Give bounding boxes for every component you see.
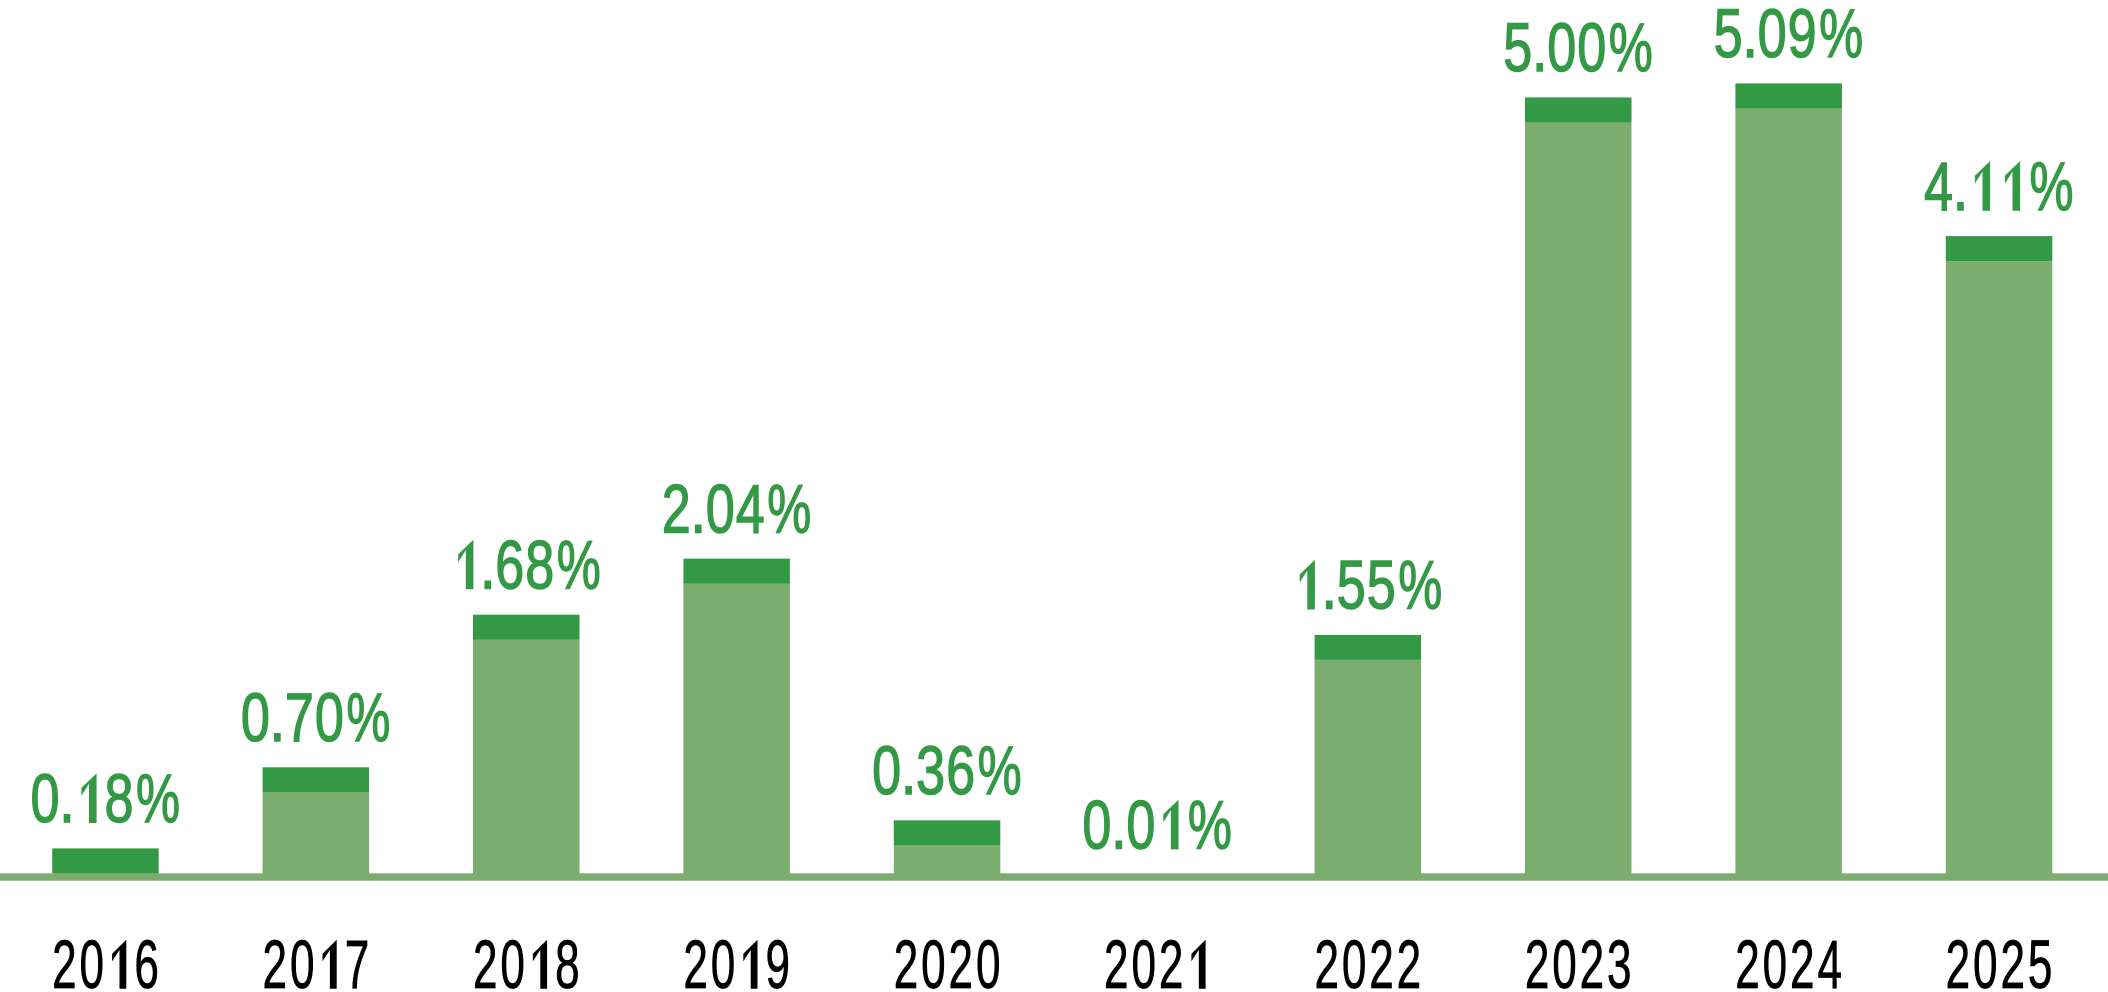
svg-text:207: 20 7	[263, 926, 370, 992]
svg-text:2.04%: 2.04%	[662, 470, 812, 547]
svg-text:208: 20 8	[473, 926, 580, 992]
svg-text:0.70%: 0.70%	[241, 679, 391, 756]
svg-text:.55%: .55%	[1321, 547, 1442, 624]
svg-text:2022: 2022	[1314, 926, 1421, 992]
svg-text:5.09%: 5.09%	[1714, 0, 1864, 72]
svg-text:0.0%: 0.0%	[1082, 787, 1232, 864]
svg-text:206: 20 6	[52, 926, 159, 992]
svg-text:209: 20 9	[683, 926, 790, 992]
svg-text:5.00%: 5.00%	[1503, 9, 1653, 86]
svg-text:2025: 2025	[1946, 926, 2053, 992]
svg-text:2023: 2023	[1525, 926, 1632, 992]
svg-text:202: 202	[1104, 926, 1183, 992]
svg-text:0.36%: 0.36%	[872, 732, 1022, 809]
svg-text:0.8%: 0. 8%	[31, 760, 181, 837]
svg-text:4.%: 4.%	[1924, 148, 2074, 225]
svg-text:2020: 2020	[894, 926, 1001, 992]
svg-text:2024: 2024	[1735, 926, 1842, 992]
svg-text:.68%: .68%	[480, 526, 601, 603]
